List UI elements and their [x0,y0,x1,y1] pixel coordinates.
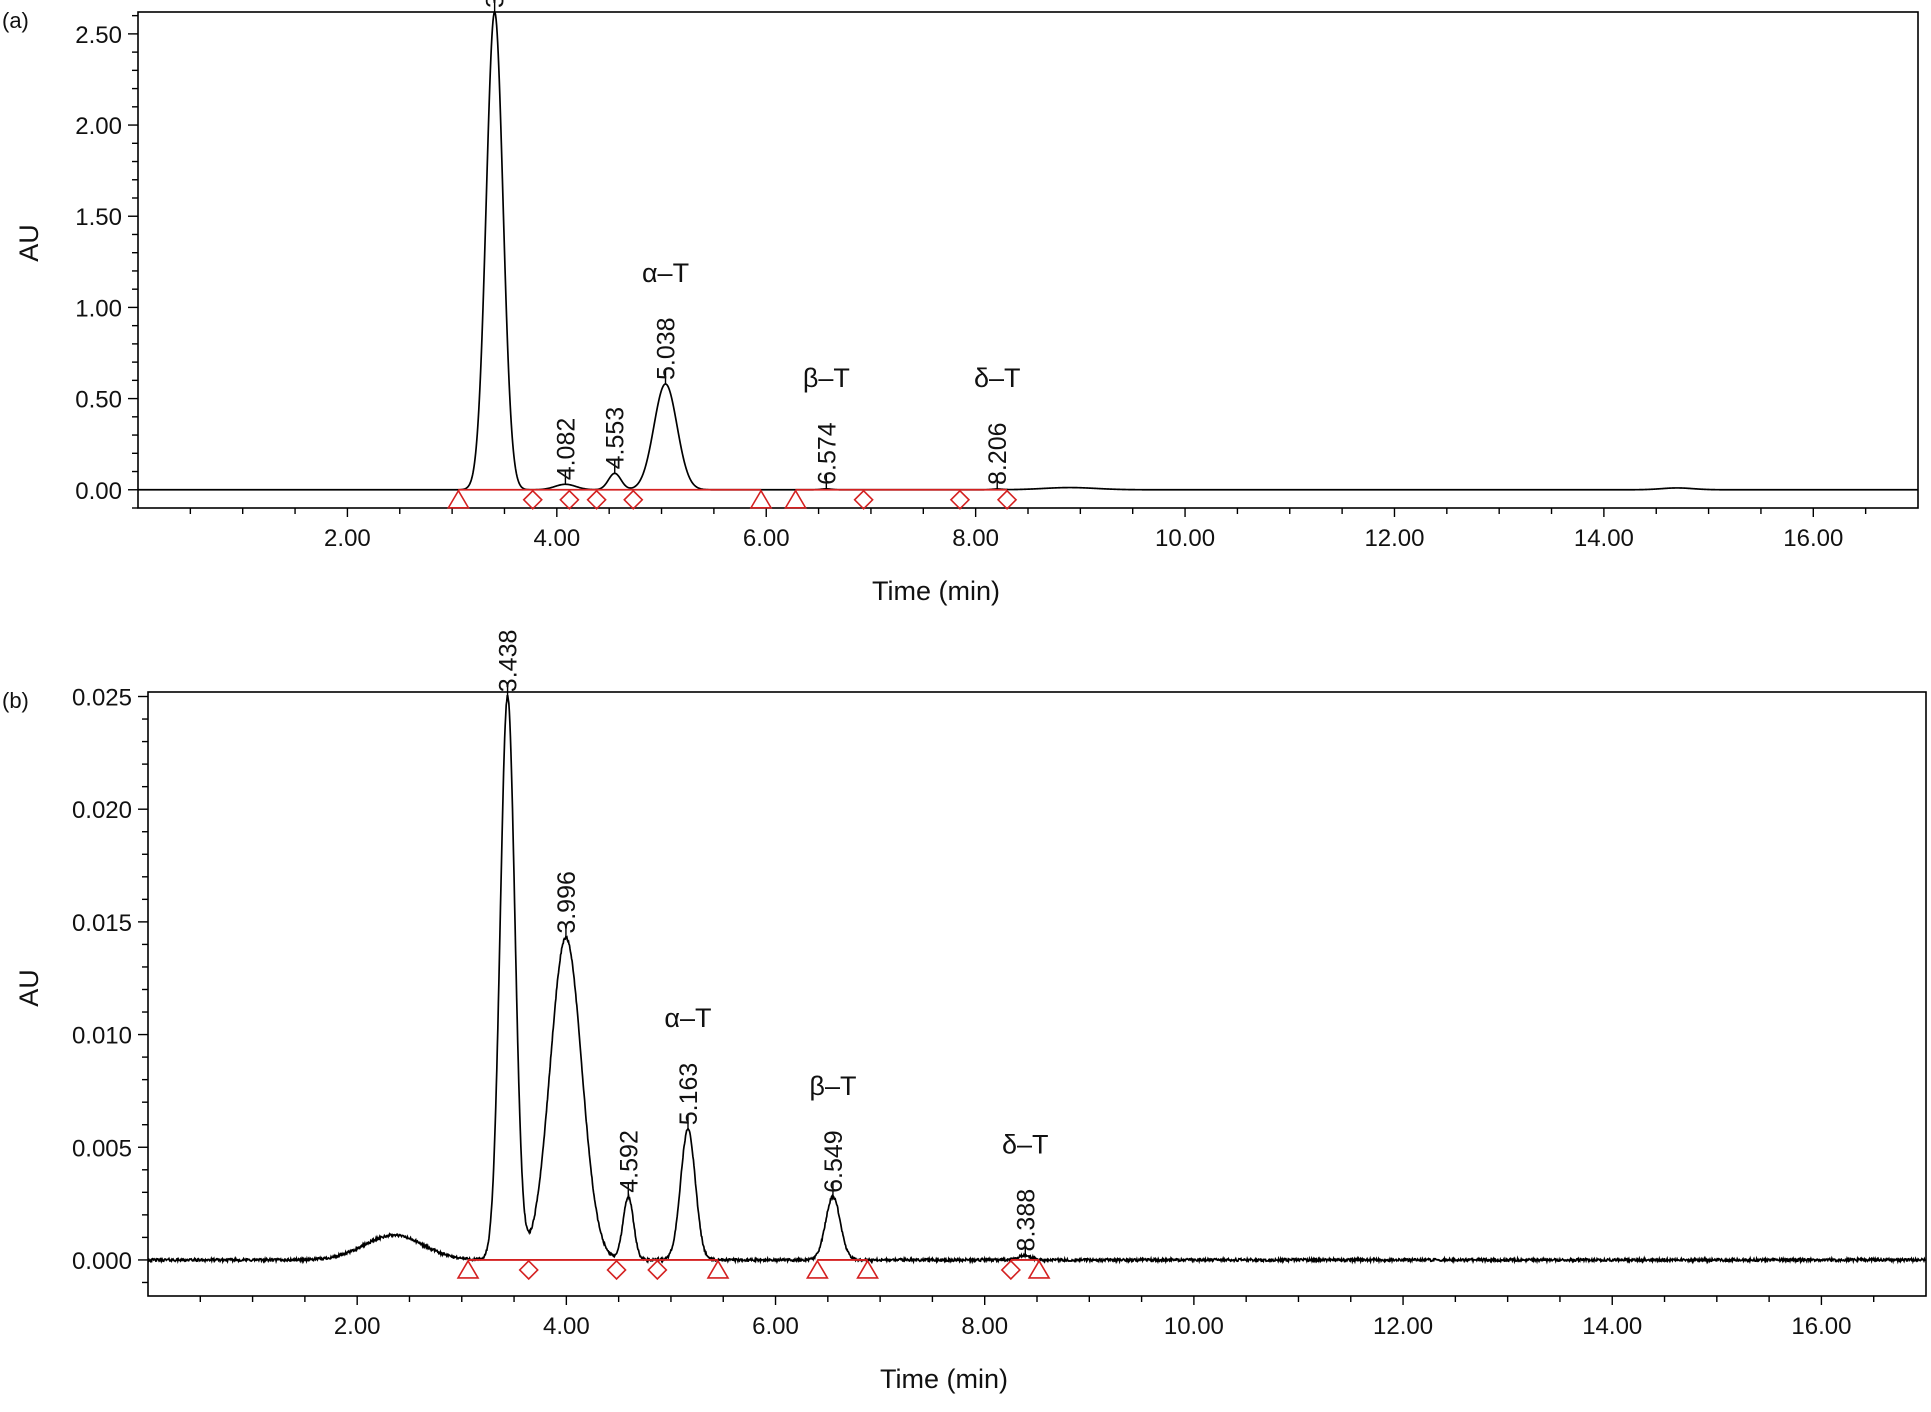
compound-name-label: α–T [642,258,689,288]
x-axis-label: Time (min) [880,1364,1008,1394]
x-tick-label: 6.00 [743,525,790,552]
peak-retention-time-label: 3.406 [482,0,510,8]
x-tick-label: 10.00 [1155,525,1215,552]
y-tick-label: 1.50 [75,204,122,231]
peak-retention-time-label: 8.206 [984,422,1012,485]
peak-end-marker [623,489,644,510]
x-tick-label: 14.00 [1574,525,1634,552]
compound-name-label: β–T [809,1071,856,1101]
chromatogram-trace [147,694,1926,1265]
peak-retention-time-label: 5.038 [653,317,681,380]
x-tick-label: 8.00 [952,525,999,552]
peak-retention-time-label: 6.574 [813,422,841,485]
x-tick-label: 12.00 [1364,525,1424,552]
peak-end-marker [1000,1259,1021,1281]
y-tick-label: 0.005 [72,1135,132,1162]
y-tick-label: 0.025 [72,685,132,712]
y-tick-label: 2.50 [75,22,122,49]
x-tick-label: 10.00 [1164,1313,1224,1340]
y-axis-label: AU [14,224,44,262]
peak-end-marker [996,489,1018,510]
peak-end-marker [853,489,874,510]
peak-end-marker [647,1259,668,1281]
x-tick-label: 12.00 [1373,1313,1433,1340]
peak-retention-time-label: 4.082 [552,418,580,481]
chromatogram-trace [138,10,1918,491]
compound-name-label: β–T [803,363,850,393]
peak-retention-time-label: 3.996 [553,871,581,934]
peak-end-marker [522,489,543,510]
x-tick-label: 2.00 [324,525,371,552]
panel-label: (a) [2,8,29,33]
chromatogram-panel-b: (b) 2.00 4.00 6.00 8.00 10.00 12.00 14.00 16.00 T… [2,630,1927,1394]
peak-start-marker [805,1259,829,1279]
x-tick-label: 16.00 [1791,1313,1851,1340]
y-tick-label: 0.000 [72,1248,132,1275]
peak-start-marker [456,1259,480,1279]
compound-name-label: α–T [664,1003,711,1033]
x-axis-label: Time (min) [872,576,1000,606]
x-tick-label: 2.00 [334,1313,381,1340]
y-tick-label: 0.00 [75,478,122,505]
peak-end-marker [518,1259,539,1281]
y-tick-label: 0.020 [72,797,132,824]
plot-frame [137,11,1919,509]
panel-label: (b) [2,688,29,713]
x-tick-label: 16.00 [1783,525,1843,552]
peak-retention-time-label: 6.549 [820,1130,848,1193]
peak-start-marker [856,1259,879,1279]
y-tick-label: 0.015 [72,910,132,937]
x-tick-label: 4.00 [533,525,580,552]
compound-name-label: δ–T [1002,1129,1049,1159]
peak-retention-time-label: 4.592 [615,1130,643,1193]
peak-end-marker [559,489,580,510]
peak-retention-time-label: 8.388 [1012,1189,1040,1252]
peak-end-marker [606,1259,627,1281]
peak-retention-time-label: 3.438 [495,630,523,693]
peak-start-marker [706,1259,730,1279]
peak-start-marker [784,489,807,509]
peak-start-marker [447,489,470,509]
peak-retention-time-label: 4.553 [602,407,630,470]
peak-start-marker [1027,1259,1051,1279]
chromatogram-panel-a: (a) 2.00 4.00 6.00 8.00 10.00 12.00 14.00 16.00 T… [2,0,1919,606]
x-tick-label: 4.00 [543,1313,590,1340]
x-tick-label: 6.00 [752,1313,799,1340]
y-tick-label: 1.00 [75,295,122,322]
compound-name-label: δ–T [974,363,1021,393]
y-tick-label: 0.50 [75,387,122,414]
peak-end-marker [586,489,607,510]
y-axis-label: AU [14,969,44,1007]
y-tick-label: 2.00 [75,113,122,140]
x-tick-label: 14.00 [1582,1313,1642,1340]
peak-retention-time-label: 5.163 [675,1063,703,1126]
peak-end-marker [949,489,971,510]
x-tick-label: 8.00 [961,1313,1008,1340]
y-tick-label: 0.010 [72,1023,132,1050]
peak-start-marker [749,489,773,509]
